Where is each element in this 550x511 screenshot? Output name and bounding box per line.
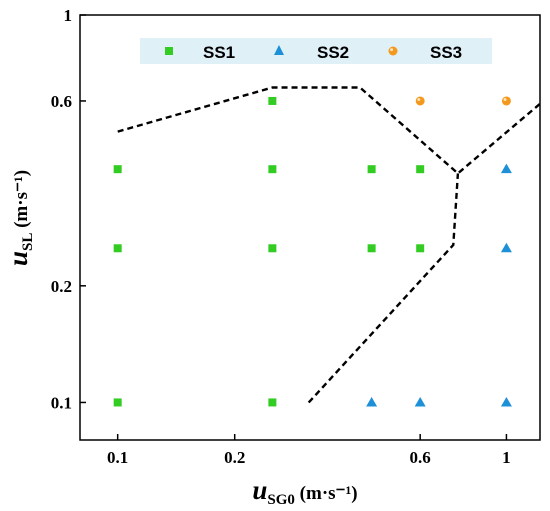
y-tick-label-1: 1 <box>64 6 73 25</box>
marker-ss1-10 <box>416 165 425 174</box>
marker-ss2-2 <box>414 396 426 407</box>
legend-marker-ss1 <box>165 47 173 55</box>
axis-ticks: 0.1 0.2 0.6 1 0.1 0.2 0.6 1 <box>51 6 511 467</box>
legend-label-ss3: SS3 <box>430 43 462 62</box>
y-axis-title-main: u <box>3 251 33 266</box>
marker-ss1-11 <box>268 96 277 105</box>
legend-marker-ss2 <box>274 45 284 55</box>
marker-ss3-1-highlight <box>417 98 421 102</box>
marker-ss1-2 <box>268 398 277 407</box>
x-tick-label-0-1: 0.1 <box>107 448 128 467</box>
data-markers <box>113 96 512 407</box>
marker-ss1-5 <box>367 244 376 253</box>
x-axis-title-main: u <box>252 475 267 505</box>
marker-ss1-9 <box>367 165 376 174</box>
marker-ss1-6 <box>416 244 425 253</box>
legend-box <box>140 38 492 64</box>
x-tick-label-0-2: 0.2 <box>224 448 245 467</box>
legend-marker-ss3 <box>388 46 398 56</box>
marker-ss1-1 <box>113 398 122 407</box>
x-tick-label-0-6: 0.6 <box>410 448 431 467</box>
marker-ss1-7 <box>113 165 122 174</box>
plot-frame <box>79 14 541 441</box>
marker-ss3-1 <box>415 96 425 106</box>
boundary-line-2 <box>307 173 460 404</box>
y-axis-title-sub: SL <box>20 233 36 251</box>
x-axis-title-unit: (m·s⁻¹) <box>295 483 358 504</box>
y-tick-label-0-6: 0.6 <box>51 92 72 111</box>
marker-ss2-3 <box>500 396 512 407</box>
legend: SS1 SS2 SS3 <box>140 38 492 64</box>
legend-label-ss1: SS1 <box>203 43 235 62</box>
x-tick-label-1: 1 <box>502 448 511 467</box>
marker-ss1-4 <box>268 244 277 253</box>
y-axis-title: uSL (m·s⁻¹) <box>3 170 36 266</box>
legend-marker-ss3-highlight <box>390 48 394 52</box>
marker-ss3-2-highlight <box>503 98 507 102</box>
marker-ss2-5 <box>500 163 512 174</box>
x-axis-title-sub: SG0 <box>267 492 295 508</box>
marker-ss1-8 <box>268 165 277 174</box>
legend-label-ss2: SS2 <box>317 43 349 62</box>
marker-ss2-1 <box>366 396 378 407</box>
boundary-line-1 <box>117 86 541 175</box>
marker-ss2-4 <box>500 242 512 253</box>
x-axis-title: uSG0 (m·s⁻¹) <box>252 475 357 508</box>
regime-boundaries <box>117 86 541 404</box>
y-axis-title-unit: (m·s⁻¹) <box>11 170 32 233</box>
marker-ss1-3 <box>113 244 122 253</box>
y-tick-label-0-1: 0.1 <box>51 393 72 412</box>
marker-ss3-2 <box>501 96 511 106</box>
y-tick-label-0-2: 0.2 <box>51 277 72 296</box>
